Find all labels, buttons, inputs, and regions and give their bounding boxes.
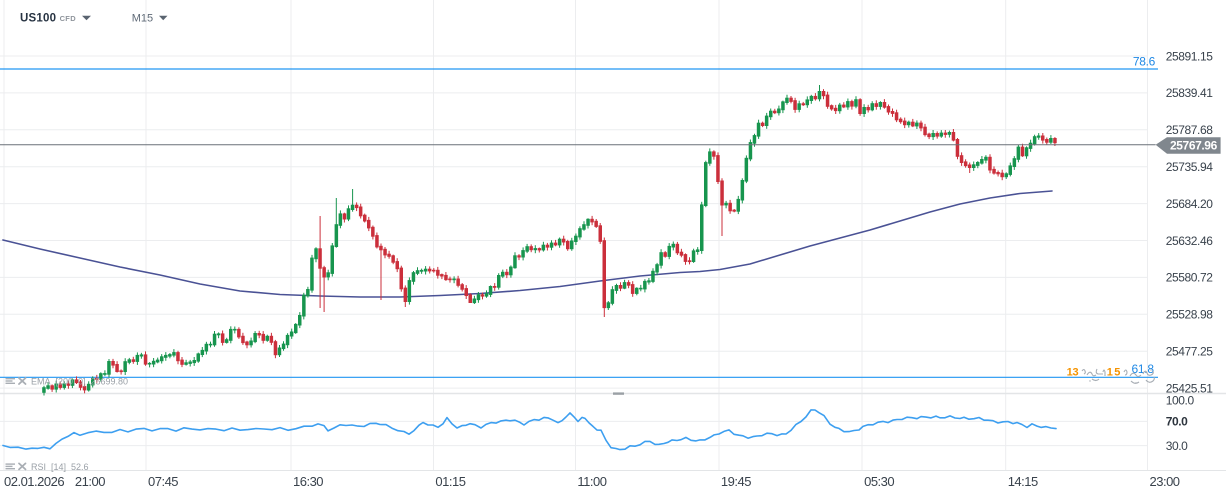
svg-text:14:15: 14:15 [1008, 474, 1038, 489]
svg-text:21:00: 21:00 [75, 474, 105, 489]
svg-text:25528.98: 25528.98 [1166, 308, 1214, 322]
svg-text:61.8: 61.8 [1132, 362, 1155, 376]
svg-text:78.6: 78.6 [1133, 55, 1156, 69]
svg-text:25735.94: 25735.94 [1166, 160, 1214, 174]
svg-text:CFD: CFD [60, 14, 77, 23]
svg-text:01:15: 01:15 [435, 474, 465, 489]
svg-text:RSI [14] 52.6: RSI [14] 52.6 [31, 462, 89, 472]
svg-text:25632.46: 25632.46 [1166, 234, 1214, 248]
svg-text:02.01.2026: 02.01.2026 [4, 474, 64, 489]
svg-text:25891.15: 25891.15 [1166, 49, 1214, 63]
svg-text:15: 15 [1107, 367, 1122, 379]
svg-text:25767.96: 25767.96 [1170, 138, 1218, 152]
svg-text:19:45: 19:45 [721, 474, 751, 489]
svg-text:11:00: 11:00 [577, 474, 606, 489]
svg-text:25477.25: 25477.25 [1166, 345, 1214, 359]
svg-text:05:30: 05:30 [864, 474, 894, 489]
svg-text:100.0: 100.0 [1166, 393, 1195, 407]
svg-text:07:45: 07:45 [148, 474, 178, 489]
svg-text:EMA [200, 0] 25699.80: EMA [200, 0] 25699.80 [31, 377, 128, 387]
svg-text:25839.41: 25839.41 [1166, 86, 1214, 100]
svg-text:US100: US100 [20, 12, 56, 24]
svg-text:25684.20: 25684.20 [1166, 197, 1214, 211]
svg-text:70.0: 70.0 [1166, 415, 1188, 429]
svg-text:25425.51: 25425.51 [1166, 381, 1214, 395]
svg-text:25580.72: 25580.72 [1166, 271, 1214, 285]
svg-text:13: 13 [1067, 367, 1079, 379]
svg-text:16:30: 16:30 [293, 474, 323, 489]
svg-text:25787.68: 25787.68 [1166, 123, 1214, 137]
svg-text:M15: M15 [132, 12, 153, 24]
svg-text:23:00: 23:00 [1150, 474, 1180, 489]
svg-text:30.0: 30.0 [1166, 439, 1188, 453]
